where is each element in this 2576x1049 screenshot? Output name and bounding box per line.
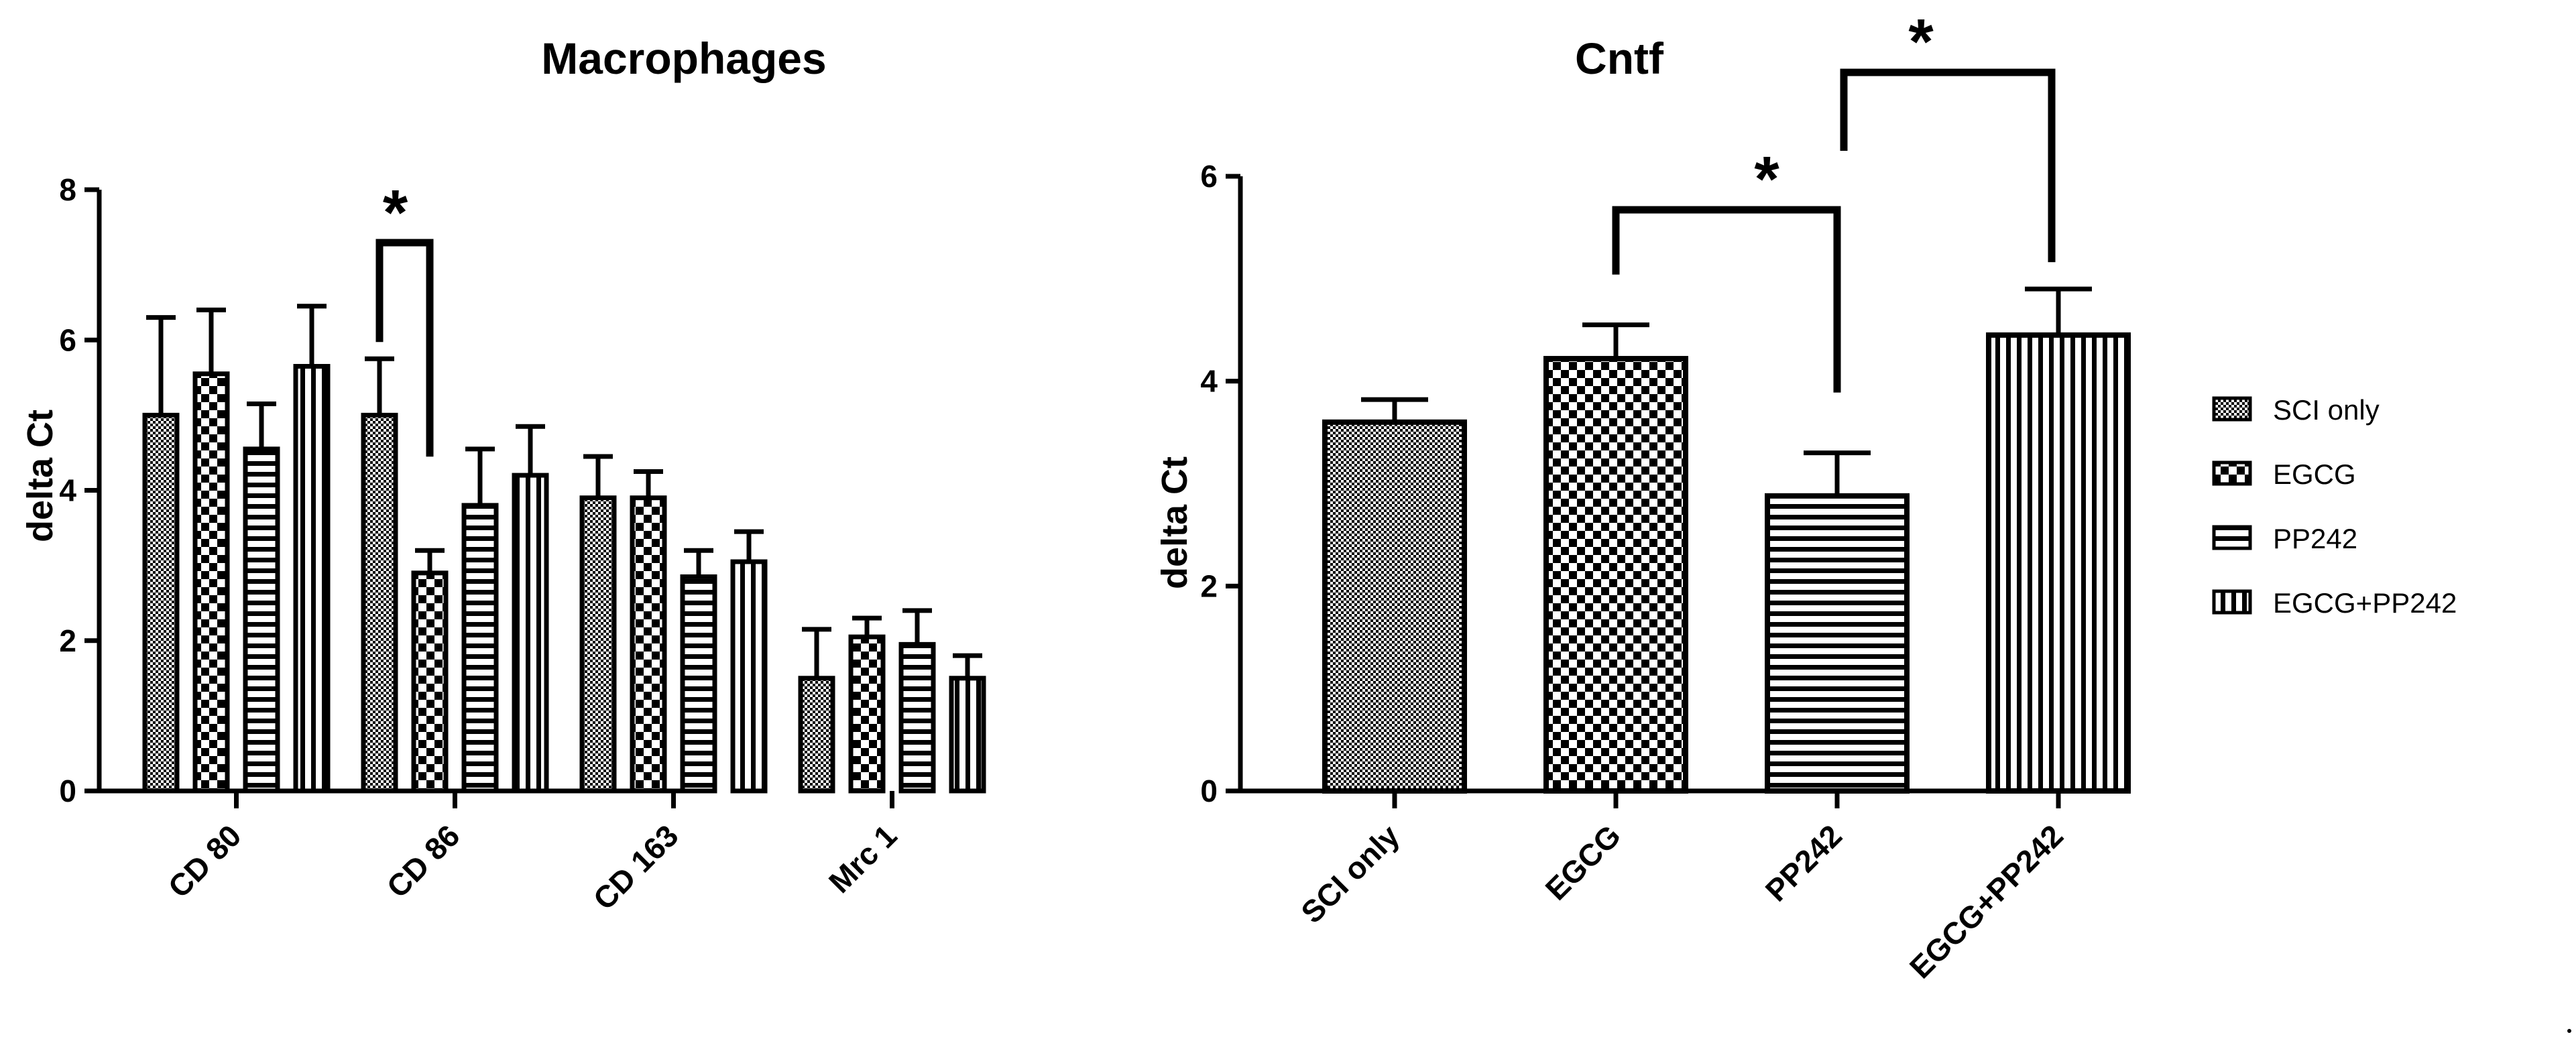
bar — [461, 503, 499, 794]
bar — [898, 641, 936, 794]
y-tick-label: 2 — [59, 623, 76, 658]
significance-star: * — [383, 177, 408, 249]
bar — [512, 473, 549, 794]
legend-swatch-egcg-pp242 — [2212, 589, 2252, 615]
y-tick-label: 6 — [1200, 159, 1218, 194]
bar — [730, 559, 768, 794]
y-tick-label: 2 — [1200, 568, 1218, 603]
y-tick-label: 0 — [59, 774, 76, 808]
bar — [579, 495, 617, 794]
cntf-chart: Cntf delta Ct 0 2 4 6 SCI only EGCG PP242 EGCG… — [1155, 6, 2131, 985]
y-axis: 0 2 4 6 8 — [59, 172, 102, 808]
significance-star: * — [1908, 6, 1934, 78]
bar — [630, 495, 667, 794]
legend-swatch-egcg — [2212, 460, 2252, 486]
bar — [142, 412, 180, 794]
x-axis: SCI only EGCG PP242 EGCG+PP242 — [1240, 788, 2070, 985]
x-tick-label: CD 163 — [587, 818, 685, 916]
significance-bracket — [1612, 206, 1841, 393]
x-tick-label: EGCG — [1539, 818, 1628, 907]
x-tick-label: SCI only — [1294, 818, 1406, 930]
x-tick-label: EGCG+PP242 — [1903, 818, 2070, 985]
x-tick-label: Mrc 1 — [822, 818, 904, 900]
bar — [1543, 356, 1688, 794]
y-tick-label: 4 — [59, 473, 76, 508]
bar — [293, 363, 331, 794]
legend: SCI only EGCG PP242 EGCG+PP242 — [2212, 394, 2457, 619]
y-tick-label: 0 — [1200, 774, 1218, 808]
bar — [243, 446, 280, 794]
bar — [1986, 332, 2131, 794]
bar — [848, 634, 886, 794]
legend-label: EGCG+PP242 — [2273, 587, 2457, 619]
bar — [192, 371, 230, 794]
y-axis-label: delta Ct — [20, 410, 60, 542]
x-tick-label: PP242 — [1759, 818, 1849, 908]
significance-annotations: * — [375, 177, 434, 457]
y-tick-label: 4 — [1200, 364, 1218, 399]
legend-label: PP242 — [2273, 523, 2357, 554]
bar — [798, 676, 835, 794]
bar — [361, 412, 398, 794]
x-tick-label: CD 80 — [162, 818, 248, 904]
bar — [1322, 419, 1467, 794]
x-axis: CD 80 CD 86 CD 163 Mrc 1 — [99, 788, 904, 916]
legend-label: SCI only — [2273, 394, 2380, 426]
chart-title: Macrophages — [541, 34, 826, 83]
legend-swatch-pp242 — [2212, 525, 2252, 550]
bar — [411, 570, 449, 794]
legend-swatch-sci-only — [2212, 396, 2252, 422]
x-tick-label: CD 86 — [380, 818, 467, 904]
y-axis-label: delta Ct — [1155, 456, 1195, 589]
stray-dot — [2567, 1029, 2571, 1033]
bar — [680, 574, 717, 794]
y-axis: 0 2 4 6 — [1200, 159, 1243, 808]
chart-title: Cntf — [1575, 34, 1664, 83]
y-tick-label: 8 — [59, 172, 76, 207]
significance-bracket — [1840, 68, 2056, 263]
bars — [1322, 286, 2131, 794]
bar — [949, 676, 986, 794]
significance-annotations: * * — [1612, 6, 2056, 393]
bar — [1765, 493, 1910, 794]
significance-bracket — [375, 239, 434, 457]
bars — [142, 304, 986, 794]
significance-star: * — [1754, 143, 1779, 215]
y-tick-label: 6 — [59, 322, 76, 357]
legend-label: EGCG — [2273, 458, 2356, 490]
